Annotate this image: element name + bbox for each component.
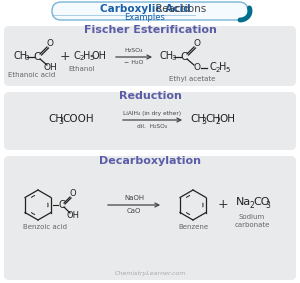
Text: H: H bbox=[83, 51, 90, 61]
Text: 3: 3 bbox=[58, 117, 63, 126]
Text: C: C bbox=[58, 200, 65, 210]
Text: O: O bbox=[46, 40, 53, 48]
Text: LiAlH₄ (in dry ether): LiAlH₄ (in dry ether) bbox=[123, 110, 181, 115]
Text: 3: 3 bbox=[24, 55, 28, 61]
Text: Ethyl acetate: Ethyl acetate bbox=[169, 76, 215, 82]
Text: 3: 3 bbox=[201, 117, 206, 126]
FancyBboxPatch shape bbox=[4, 92, 296, 150]
Text: Na: Na bbox=[236, 197, 251, 207]
Text: CO: CO bbox=[253, 197, 269, 207]
Text: Decarboxylation: Decarboxylation bbox=[99, 156, 201, 166]
Text: COOH: COOH bbox=[62, 114, 94, 124]
Text: 2: 2 bbox=[215, 67, 220, 72]
Text: ChemistryLearner.com: ChemistryLearner.com bbox=[114, 271, 186, 275]
Text: 3: 3 bbox=[171, 55, 175, 61]
FancyBboxPatch shape bbox=[4, 26, 296, 86]
Text: 2: 2 bbox=[80, 55, 84, 61]
Text: O: O bbox=[194, 63, 200, 72]
Text: Fischer Esterification: Fischer Esterification bbox=[84, 25, 216, 35]
Text: C: C bbox=[210, 62, 217, 72]
Text: +: + bbox=[60, 50, 70, 63]
Text: 2: 2 bbox=[216, 117, 221, 126]
Text: C: C bbox=[33, 52, 41, 62]
Text: CaO: CaO bbox=[127, 208, 141, 214]
Text: CH: CH bbox=[14, 51, 28, 61]
Text: − H₂O: − H₂O bbox=[124, 61, 144, 65]
Text: O: O bbox=[194, 40, 200, 48]
Text: Carboxylic Acid: Carboxylic Acid bbox=[100, 4, 190, 14]
Text: OH: OH bbox=[219, 114, 235, 124]
Text: 3: 3 bbox=[265, 200, 270, 209]
Text: CH: CH bbox=[48, 114, 63, 124]
Text: carbonate: carbonate bbox=[234, 222, 270, 228]
Text: 5: 5 bbox=[225, 67, 230, 72]
Text: CH: CH bbox=[205, 114, 220, 124]
Text: CH: CH bbox=[190, 114, 205, 124]
Text: 2: 2 bbox=[249, 200, 254, 209]
Text: Benzoic acid: Benzoic acid bbox=[23, 224, 67, 230]
FancyBboxPatch shape bbox=[4, 156, 296, 280]
Text: Ethanol: Ethanol bbox=[69, 66, 95, 72]
Text: Reactions: Reactions bbox=[84, 4, 206, 14]
Text: +: + bbox=[218, 198, 228, 211]
Text: OH: OH bbox=[43, 63, 57, 72]
Text: OH: OH bbox=[92, 51, 107, 61]
Text: dil.  H₂SO₄: dil. H₂SO₄ bbox=[137, 125, 167, 130]
Text: H₂SO₄: H₂SO₄ bbox=[125, 48, 143, 53]
Text: Examples: Examples bbox=[124, 12, 165, 22]
Text: 5: 5 bbox=[89, 55, 93, 61]
Text: Benzene: Benzene bbox=[178, 224, 208, 230]
Text: O: O bbox=[70, 190, 76, 198]
Text: CH: CH bbox=[160, 51, 174, 61]
Text: Reduction: Reduction bbox=[118, 91, 182, 101]
Text: C: C bbox=[74, 51, 81, 61]
Text: H: H bbox=[219, 62, 226, 72]
Text: Ethanoic acid: Ethanoic acid bbox=[8, 72, 56, 78]
FancyBboxPatch shape bbox=[52, 2, 248, 20]
Text: NaOH: NaOH bbox=[124, 195, 144, 201]
Text: OH: OH bbox=[67, 211, 80, 220]
Text: C: C bbox=[180, 52, 188, 62]
Text: Sodium: Sodium bbox=[239, 214, 265, 220]
